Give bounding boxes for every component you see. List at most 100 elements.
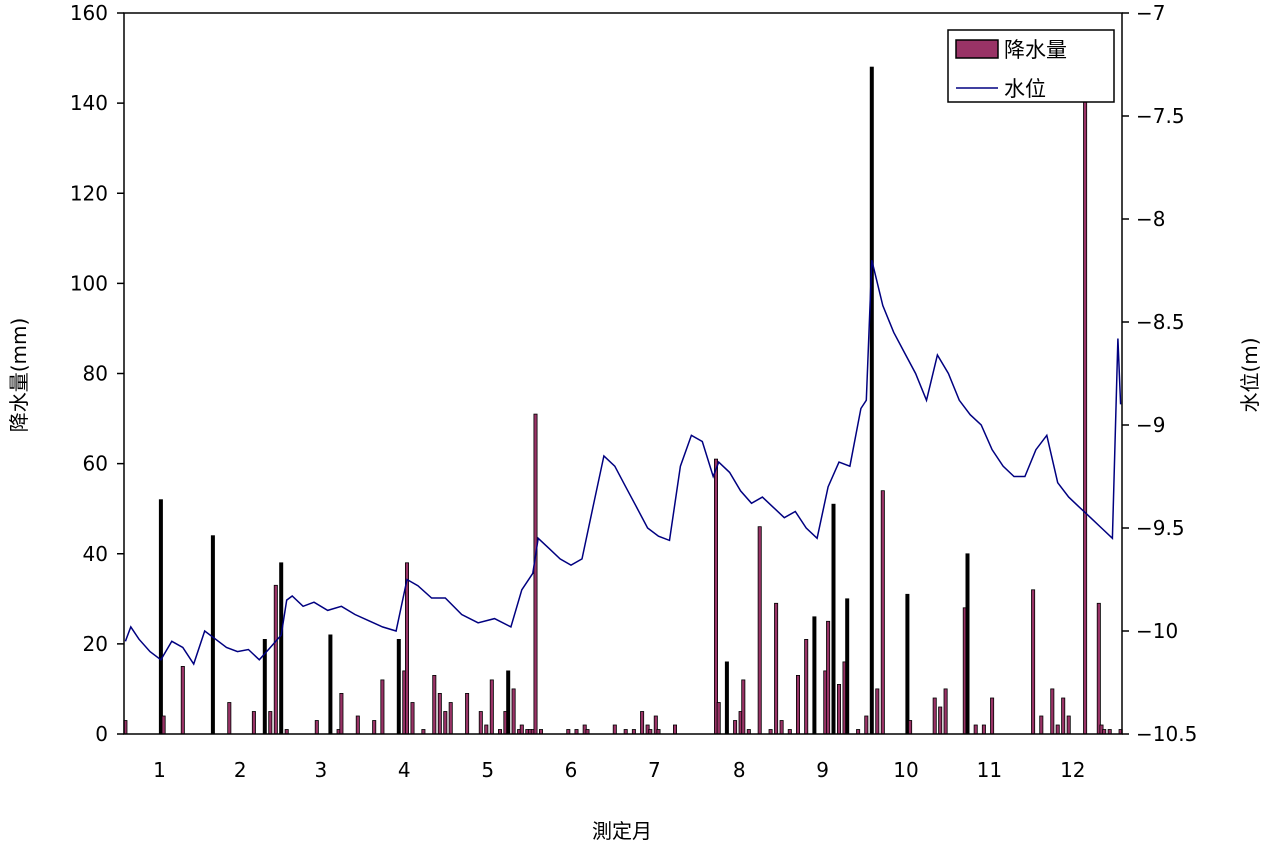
precipitation-bar xyxy=(640,711,645,735)
right-axis-tick-label: −10 xyxy=(1136,619,1178,643)
precipitation-bar xyxy=(932,697,937,735)
precipitation-bar xyxy=(837,684,842,735)
precipitation-bar xyxy=(1066,715,1071,735)
plot-area-frame xyxy=(123,12,1123,735)
precipitation-bar xyxy=(714,458,719,735)
left-axis-tick-label: 0 xyxy=(95,722,108,746)
precipitation-bar xyxy=(279,562,284,735)
precipitation-bar xyxy=(716,702,721,735)
precipitation-bar xyxy=(478,711,483,735)
precipitation-bar xyxy=(973,724,978,735)
precipitation-bar xyxy=(831,503,836,735)
precipitation-bar xyxy=(465,693,470,735)
precipitation-bar xyxy=(938,706,943,735)
left-axis-tick-label: 160 xyxy=(70,1,108,25)
precipitation-bar xyxy=(519,724,524,735)
x-axis-month-label: 7 xyxy=(648,758,661,782)
precipitation-bar xyxy=(314,720,319,735)
right-axis-title: 水位(m) xyxy=(1238,337,1262,412)
x-axis-month-label: 4 xyxy=(398,758,411,782)
legend: 降水量 水位 xyxy=(947,29,1115,103)
precipitation-bar xyxy=(943,688,948,735)
left-axis-tick-label: 120 xyxy=(70,181,108,205)
precipitation-bar xyxy=(845,598,850,735)
x-axis-month-label: 1 xyxy=(153,758,166,782)
x-axis-month-label: 6 xyxy=(565,758,578,782)
precipitation-bar xyxy=(990,697,995,735)
precipitation-bar xyxy=(1096,602,1101,735)
right-axis-tick-label: −9.5 xyxy=(1136,516,1185,540)
precipitation-bar xyxy=(1061,697,1066,735)
precipitation-bar xyxy=(864,715,869,735)
precipitation-bar xyxy=(251,711,256,735)
precipitation-bar xyxy=(210,535,215,735)
right-axis-tick-label: −7.5 xyxy=(1136,104,1185,128)
precipitation-bar xyxy=(733,720,738,735)
legend-precipitation-label: 降水量 xyxy=(1004,38,1067,62)
right-axis-tick-label: −7 xyxy=(1136,1,1165,25)
left-axis-tick-label: 20 xyxy=(83,632,108,656)
precipitation-bar xyxy=(774,602,779,735)
precipitation-bar xyxy=(268,711,273,735)
x-axis-month-label: 9 xyxy=(816,758,829,782)
precipitation-bar xyxy=(826,620,831,735)
precipitation-bar xyxy=(227,702,232,735)
precipitation-bar xyxy=(875,688,880,735)
precipitation-bar xyxy=(796,675,801,735)
precipitation-bar xyxy=(533,413,538,735)
x-axis-month-label: 11 xyxy=(977,758,1002,782)
precipitation-bar xyxy=(965,553,970,735)
x-axis-month-label: 12 xyxy=(1060,758,1085,782)
precipitation-bar xyxy=(437,693,442,735)
water-level-line-group xyxy=(124,260,1122,666)
precipitation-bar xyxy=(1083,35,1088,735)
x-axis-month-label: 2 xyxy=(234,758,247,782)
precipitation-bar xyxy=(506,670,511,735)
x-axis-month-label: 10 xyxy=(893,758,918,782)
precipitation-bar xyxy=(880,490,885,735)
left-axis-tick-label: 40 xyxy=(83,542,108,566)
precipitation-bar xyxy=(741,679,746,735)
precipitation-bar xyxy=(804,639,809,735)
precipitation-bar xyxy=(812,616,817,735)
precipitation-bar xyxy=(404,562,409,735)
precipitation-bar xyxy=(484,724,489,735)
water-level-line xyxy=(124,260,1122,666)
right-axis-tick-label: −9 xyxy=(1136,413,1165,437)
precipitation-bar xyxy=(724,661,729,735)
precipitation-bar xyxy=(511,688,516,735)
left-axis-tick-label: 140 xyxy=(70,91,108,115)
precipitation-bar xyxy=(273,584,278,735)
precipitation-bar xyxy=(448,702,453,735)
precipitation-bar xyxy=(432,675,437,735)
legend-precipitation-swatch xyxy=(955,39,999,59)
precipitation-bar xyxy=(355,715,360,735)
precipitation-bar xyxy=(158,499,163,735)
precipitation-bar xyxy=(489,679,494,735)
right-axis-tick-label: −8.5 xyxy=(1136,310,1185,334)
precipitation-bar xyxy=(410,702,415,735)
precipitation-bar xyxy=(1050,688,1055,735)
precipitation-bar xyxy=(981,724,986,735)
x-axis-month-label: 3 xyxy=(315,758,328,782)
precipitation-bar xyxy=(905,593,910,735)
left-axis-tick-label: 100 xyxy=(70,271,108,295)
x-axis-month-label: 8 xyxy=(733,758,746,782)
precipitation-bar xyxy=(1039,715,1044,735)
precipitation-bar xyxy=(1055,724,1060,735)
left-axis-tick-label: 60 xyxy=(83,452,108,476)
legend-water-level-label: 水位 xyxy=(1004,77,1046,101)
right-axis-tick-label: −8 xyxy=(1136,207,1165,231)
precipitation-bar xyxy=(380,679,385,735)
precipitation-bar xyxy=(161,715,166,735)
precipitation-bar xyxy=(443,711,448,735)
precipitation-bar xyxy=(180,666,185,735)
precipitation-bar xyxy=(328,634,333,735)
right-axis-tick-label: −10.5 xyxy=(1136,722,1197,746)
x-axis-title: 測定月 xyxy=(592,819,652,843)
precipitation-bar xyxy=(673,724,678,735)
precipitation-bar xyxy=(372,720,377,735)
x-axis-month-label: 5 xyxy=(481,758,494,782)
precipitation-bar xyxy=(757,526,762,735)
